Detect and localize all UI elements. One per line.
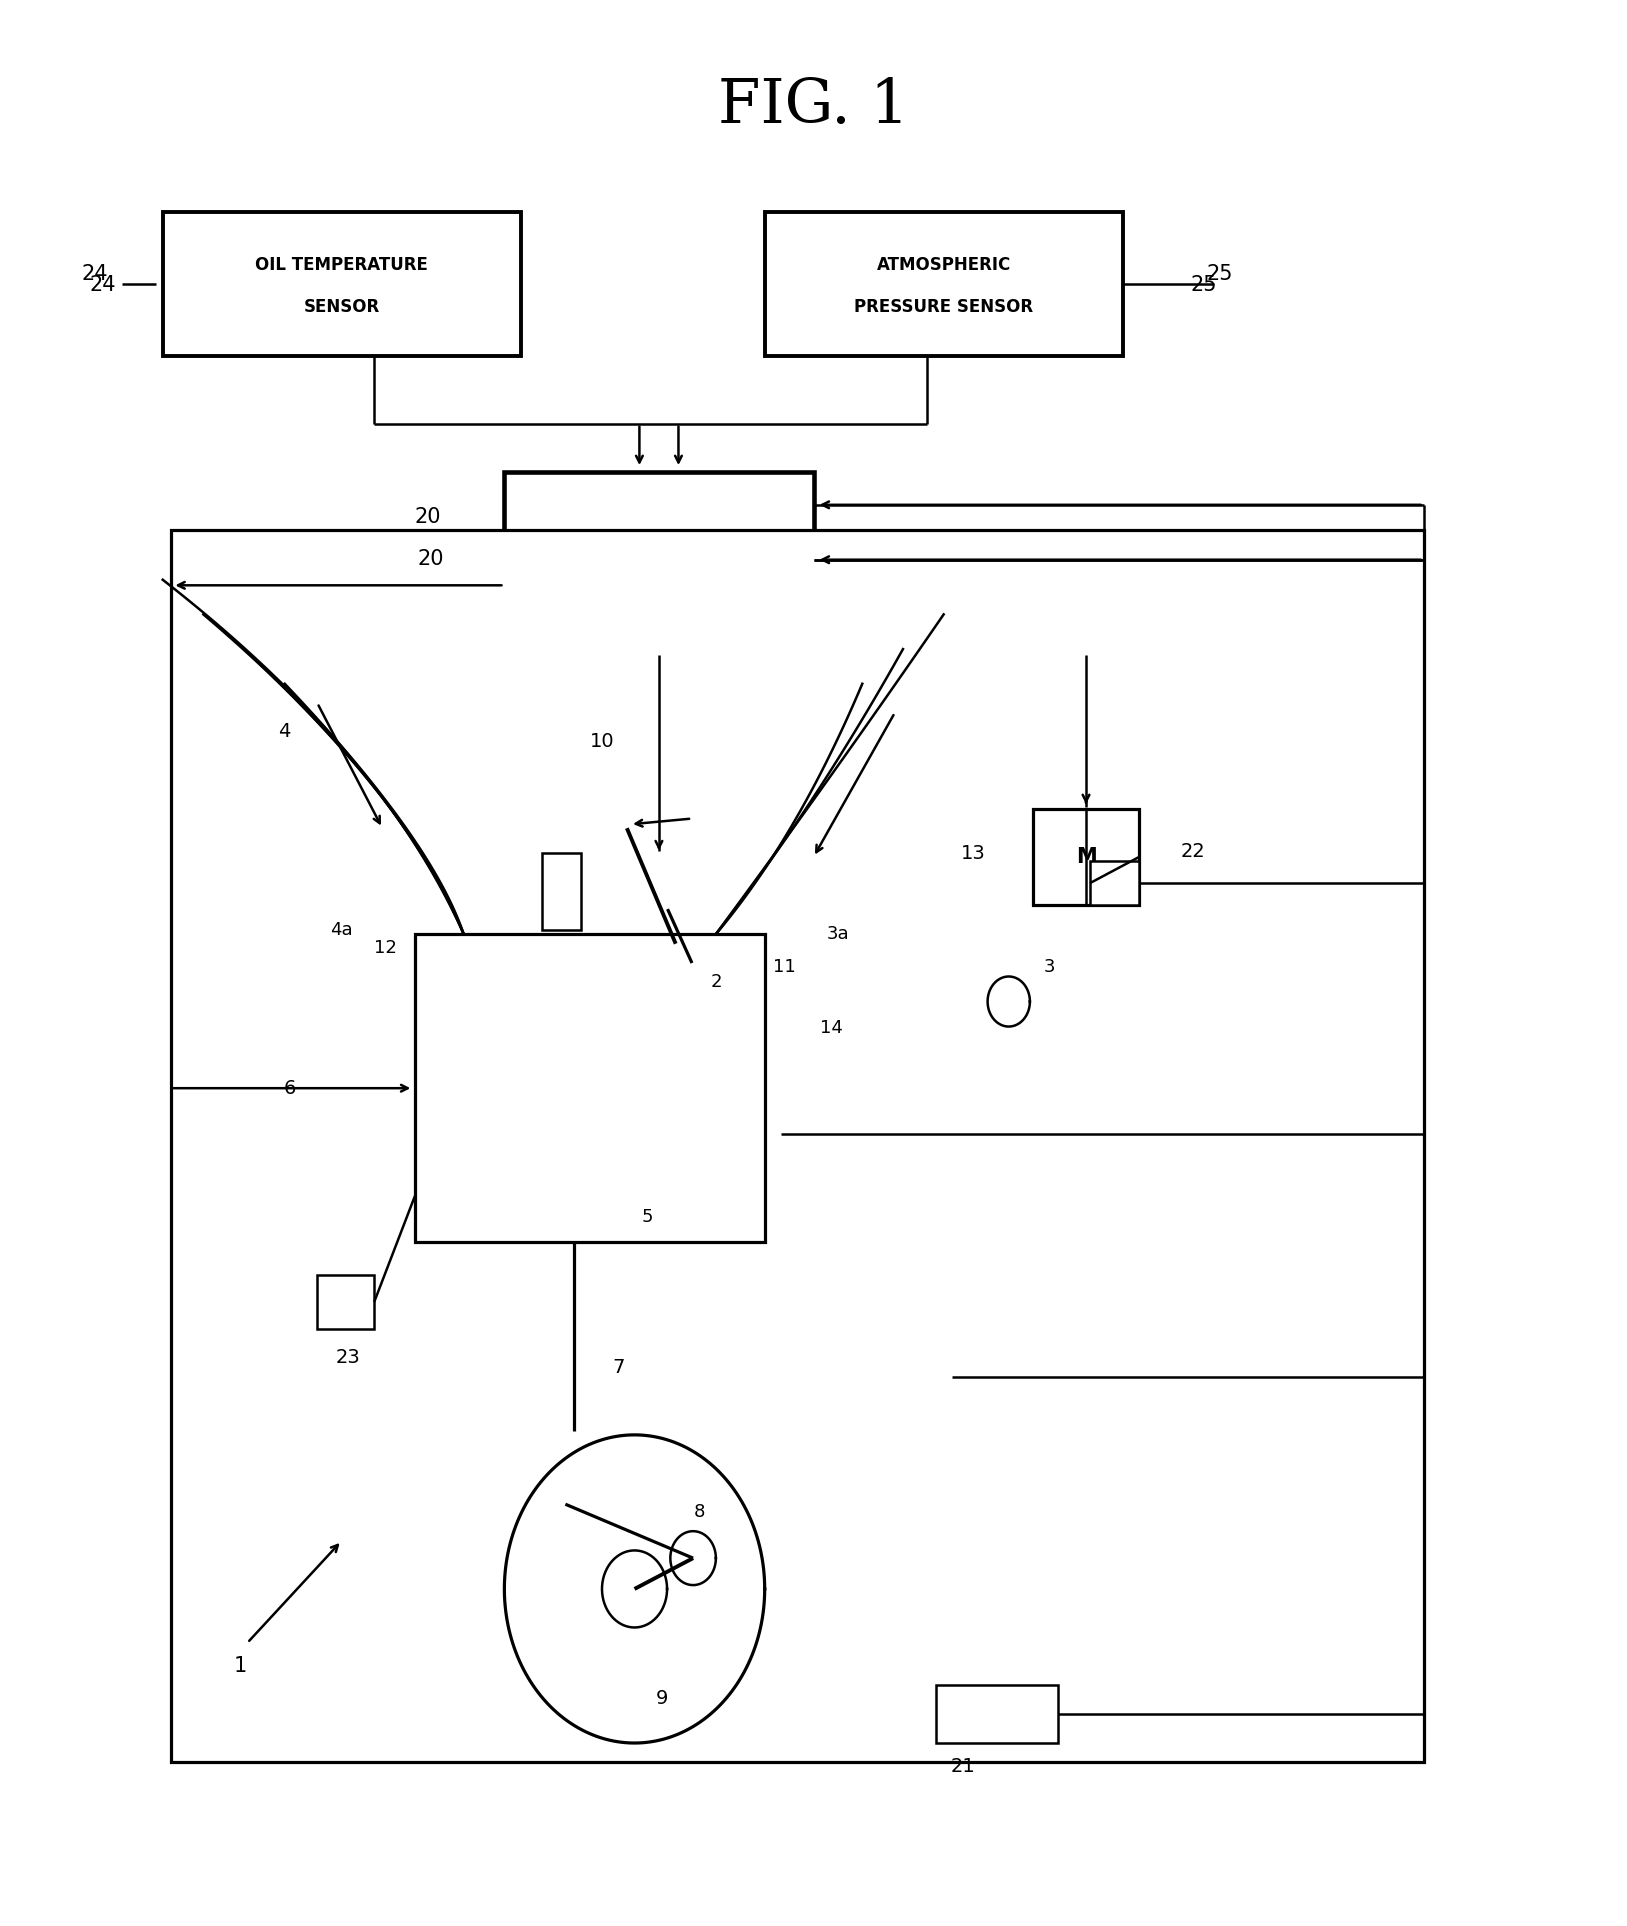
Text: 4a: 4a xyxy=(330,921,353,940)
Text: 24: 24 xyxy=(89,275,116,295)
Text: 22: 22 xyxy=(1180,842,1206,861)
Text: 13: 13 xyxy=(960,844,986,863)
Text: 23: 23 xyxy=(335,1348,361,1367)
Bar xyxy=(317,1275,374,1329)
Bar xyxy=(1033,809,1139,905)
Text: 7: 7 xyxy=(612,1358,625,1377)
Bar xyxy=(765,212,1123,356)
Text: 25: 25 xyxy=(1191,275,1217,295)
Text: PRESSURE SENSOR: PRESSURE SENSOR xyxy=(854,299,1033,316)
Text: 5: 5 xyxy=(641,1208,654,1227)
Text: 24: 24 xyxy=(81,264,107,285)
Text: 6: 6 xyxy=(283,1079,296,1098)
Text: 2: 2 xyxy=(709,973,722,992)
Text: 4: 4 xyxy=(278,722,291,742)
Text: 12: 12 xyxy=(374,938,397,957)
Text: ECU: ECU xyxy=(628,549,690,578)
Bar xyxy=(504,472,814,655)
Text: 25: 25 xyxy=(1207,264,1233,285)
Text: FIG. 1: FIG. 1 xyxy=(718,75,909,137)
Bar xyxy=(415,934,765,1242)
Text: SENSOR: SENSOR xyxy=(304,299,379,316)
Text: OIL TEMPERATURE: OIL TEMPERATURE xyxy=(255,256,428,273)
Text: 11: 11 xyxy=(773,957,796,976)
Bar xyxy=(1090,861,1139,905)
Text: 14: 14 xyxy=(820,1019,843,1038)
Text: ATMOSPHERIC: ATMOSPHERIC xyxy=(877,256,1010,273)
Bar xyxy=(171,530,1424,1762)
Text: 10: 10 xyxy=(589,732,615,751)
Text: 20: 20 xyxy=(415,507,441,528)
Text: 3a: 3a xyxy=(827,924,849,944)
Bar xyxy=(936,1685,1058,1743)
Text: 20: 20 xyxy=(418,549,444,568)
Text: M: M xyxy=(1075,847,1097,867)
Bar xyxy=(542,853,581,930)
Text: 3: 3 xyxy=(1043,957,1056,976)
Bar xyxy=(163,212,521,356)
Text: 8: 8 xyxy=(695,1502,704,1522)
Text: 9: 9 xyxy=(656,1689,669,1708)
Text: 1: 1 xyxy=(234,1656,247,1676)
Text: 21: 21 xyxy=(950,1757,976,1776)
